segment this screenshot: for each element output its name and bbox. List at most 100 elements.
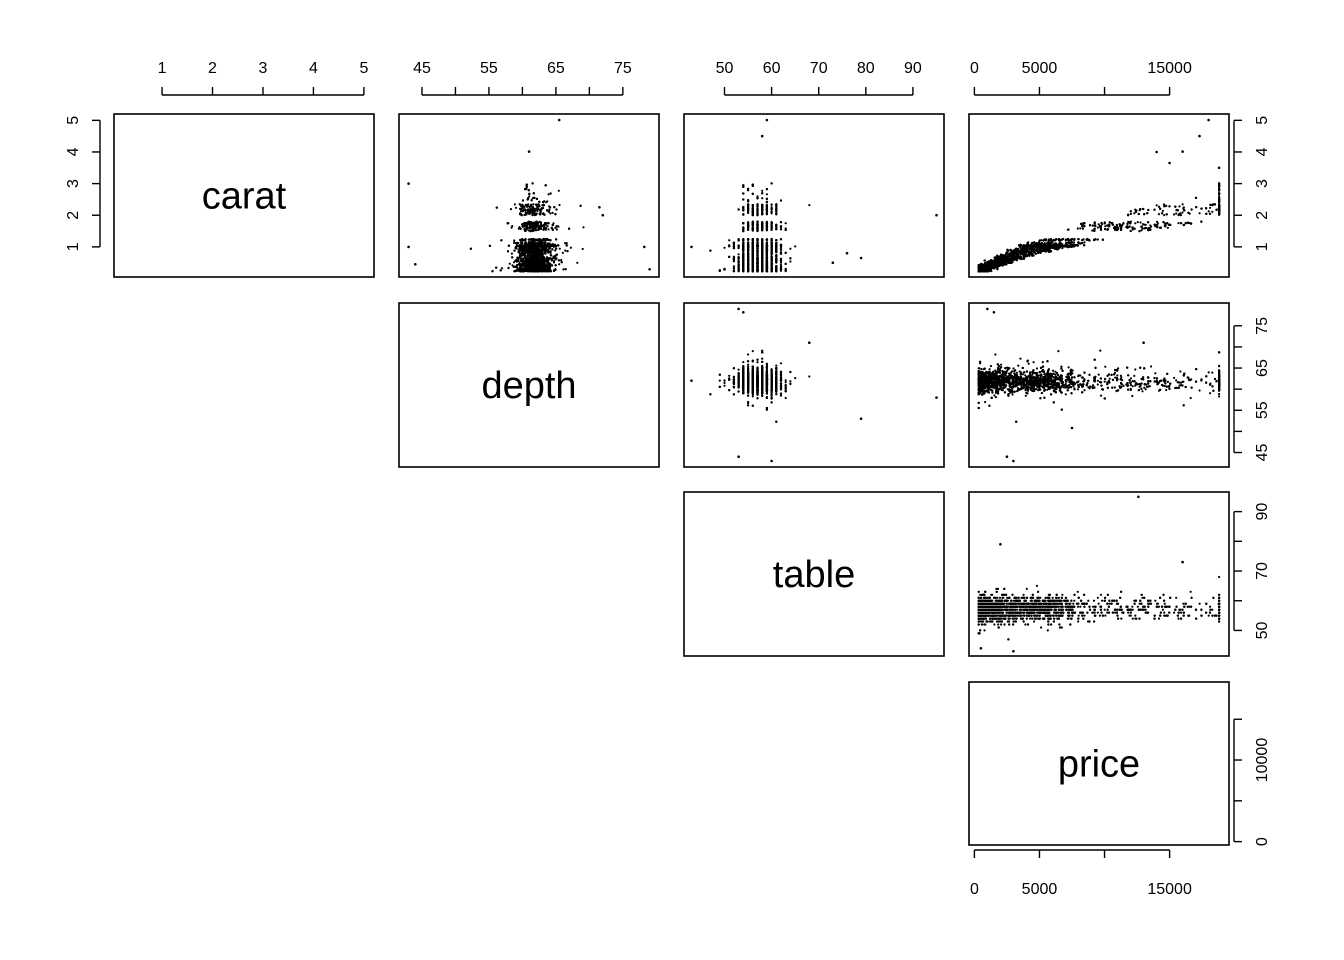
data-point: [542, 228, 545, 231]
data-point: [544, 184, 547, 187]
data-point: [529, 230, 532, 233]
data-point: [526, 222, 529, 225]
data-point: [527, 189, 530, 192]
data-point: [534, 213, 538, 216]
data-point: [543, 257, 546, 260]
data-point: [510, 252, 513, 255]
data-point: [534, 226, 537, 229]
data-point: [552, 222, 555, 225]
data-point: [544, 226, 548, 229]
data-point: [547, 193, 550, 196]
data-point: [554, 226, 557, 229]
data-point: [723, 246, 726, 249]
data-point: [553, 206, 556, 209]
data-point: [530, 261, 534, 264]
data-point: [582, 226, 585, 229]
data-point: [561, 251, 564, 254]
data-point: [513, 241, 516, 244]
data-point: [554, 254, 557, 257]
data-point: [540, 241, 544, 244]
data-point: [541, 253, 544, 257]
data-point: [517, 251, 520, 254]
data-point: [514, 246, 517, 250]
data-point: [547, 228, 550, 231]
data-point: [546, 209, 549, 212]
data-point: [518, 203, 521, 206]
data-point: [525, 187, 528, 190]
data-point: [535, 220, 538, 223]
data-point: [517, 263, 521, 266]
data-point: [531, 270, 535, 273]
data-point: [544, 228, 547, 231]
data-point: [528, 238, 532, 241]
data-point: [536, 207, 539, 210]
data-point: [542, 237, 545, 241]
data-point: [521, 199, 525, 202]
data-point: [529, 210, 532, 213]
data-point: [540, 239, 543, 242]
data-point: [558, 203, 561, 207]
data-point: [761, 189, 764, 192]
data-point: [526, 252, 530, 255]
data-point: [530, 267, 533, 270]
data-point: [507, 244, 510, 247]
data-point: [552, 261, 556, 264]
data-point: [515, 269, 518, 272]
data-point: [513, 249, 516, 252]
data-point: [546, 258, 550, 261]
data-point: [789, 260, 792, 263]
data-point: [554, 264, 557, 267]
data-point: [558, 247, 561, 250]
data-point: [526, 248, 529, 251]
data-point: [522, 257, 525, 261]
data-point: [525, 185, 528, 188]
data-point: [495, 206, 498, 209]
data-point: [551, 257, 554, 260]
data-point: [506, 222, 509, 225]
data-point: [554, 268, 557, 271]
data-point: [543, 269, 546, 272]
data-point: [550, 264, 553, 267]
data-point: [523, 263, 526, 266]
data-point: [519, 257, 523, 260]
data-point: [544, 241, 547, 244]
data-point: [532, 228, 535, 231]
data-point: [537, 267, 540, 270]
data-point: [528, 205, 531, 208]
data-point: [532, 241, 535, 244]
data-point: [533, 257, 536, 260]
data-point: [538, 226, 541, 229]
data-point: [544, 252, 547, 255]
data-point: [536, 238, 539, 241]
data-point: [511, 256, 514, 259]
data-point: [533, 222, 536, 225]
data-point: [555, 228, 559, 231]
data-point: [535, 197, 539, 200]
data-point: [566, 250, 569, 253]
data-point: [525, 245, 528, 248]
data-point: [515, 266, 519, 269]
data-point: [535, 203, 538, 206]
data-point: [547, 270, 550, 273]
data-point: [524, 222, 527, 225]
data-point: [506, 250, 510, 253]
data-point: [548, 245, 551, 248]
data-point: [520, 214, 523, 217]
data-point: [541, 247, 544, 250]
data-point: [537, 203, 540, 206]
data-point: [530, 245, 533, 248]
data-point: [542, 223, 546, 227]
data-point: [508, 262, 511, 265]
data-point: [539, 208, 542, 212]
data-point: [551, 248, 554, 251]
data-point: [543, 249, 546, 252]
data-point: [521, 223, 524, 226]
data-point: [538, 238, 541, 241]
data-point: [565, 242, 568, 245]
data-point: [529, 227, 532, 230]
data-point: [569, 246, 573, 249]
data-point: [535, 259, 539, 262]
data-point: [512, 265, 515, 268]
data-point: [554, 249, 557, 252]
